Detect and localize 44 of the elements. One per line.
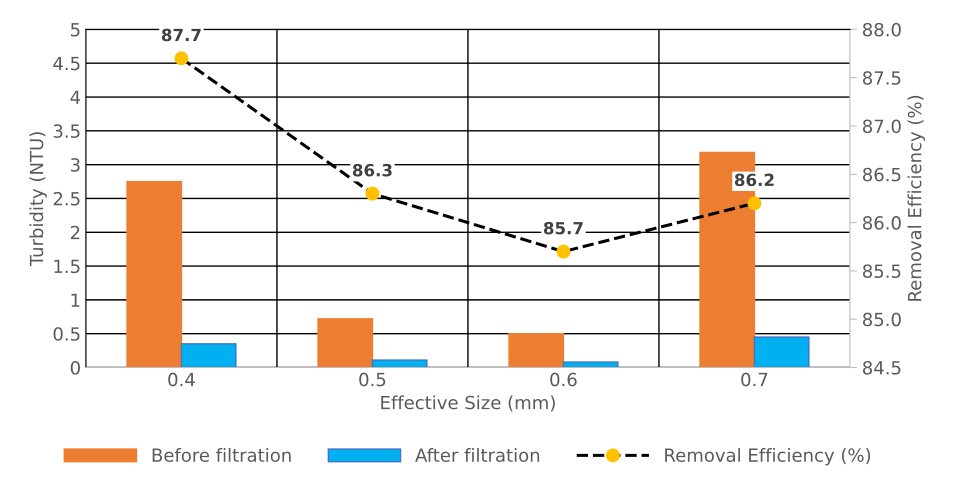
data-label: 87.7 xyxy=(162,28,201,42)
data-label: 85.7 xyxy=(544,222,583,234)
y2-tick-label: 85.0 xyxy=(862,312,901,326)
y2-tick-label: 86.0 xyxy=(862,216,901,230)
x-tick-label: 0.6 xyxy=(550,372,577,386)
bar xyxy=(317,318,374,368)
x-tick-label: 0.7 xyxy=(741,372,768,386)
data-label: 86.3 xyxy=(352,164,392,176)
bar xyxy=(180,343,237,368)
legend-label: Before filtration xyxy=(152,448,291,462)
y-tick-label: 0 xyxy=(70,360,80,375)
bar xyxy=(508,332,564,368)
y2-tick-label: 85.5 xyxy=(862,264,900,278)
y2-tick-label: 88.0 xyxy=(862,22,901,37)
x-tick-label: 0.4 xyxy=(168,372,195,386)
bar xyxy=(754,336,810,368)
point xyxy=(748,196,762,210)
bar xyxy=(126,180,182,368)
y2-tick-label: 87.0 xyxy=(862,119,901,134)
bar xyxy=(372,359,428,368)
y2-tick-label: 84.5 xyxy=(862,360,900,375)
y-tick-label: 3 xyxy=(70,158,80,172)
y-tick-label: 4.5 xyxy=(53,56,80,70)
y-tick-label: 1.5 xyxy=(54,260,80,274)
x-axis-title: Effective Size (mm) xyxy=(381,395,555,412)
y2-tick-label: 87.5 xyxy=(862,71,900,85)
x-tick-label: 0.5 xyxy=(359,372,386,386)
y-tick-label: 5 xyxy=(70,23,80,37)
point xyxy=(556,244,570,259)
y2-tick-label: 86.5 xyxy=(862,168,900,182)
y-tick-label: 2 xyxy=(70,226,80,240)
y-tick-label: 3.5 xyxy=(54,124,80,138)
y-axis-title: Turbidity (NTU) xyxy=(29,132,47,266)
y-tick-label: 1 xyxy=(72,294,80,307)
legend-label: Removal Efficiency (%) xyxy=(665,448,870,466)
legend-label: After filtration xyxy=(415,448,540,462)
y-tick-label: 0.5 xyxy=(54,327,80,341)
point xyxy=(174,51,188,66)
y2-axis-title: Removal Efficiency (%) xyxy=(908,96,925,301)
y-tick-label: 2.5 xyxy=(54,192,80,206)
point xyxy=(366,186,380,201)
y-tick-label: 4 xyxy=(70,90,80,104)
bar xyxy=(562,361,619,368)
data-label: 86.2 xyxy=(734,174,774,186)
